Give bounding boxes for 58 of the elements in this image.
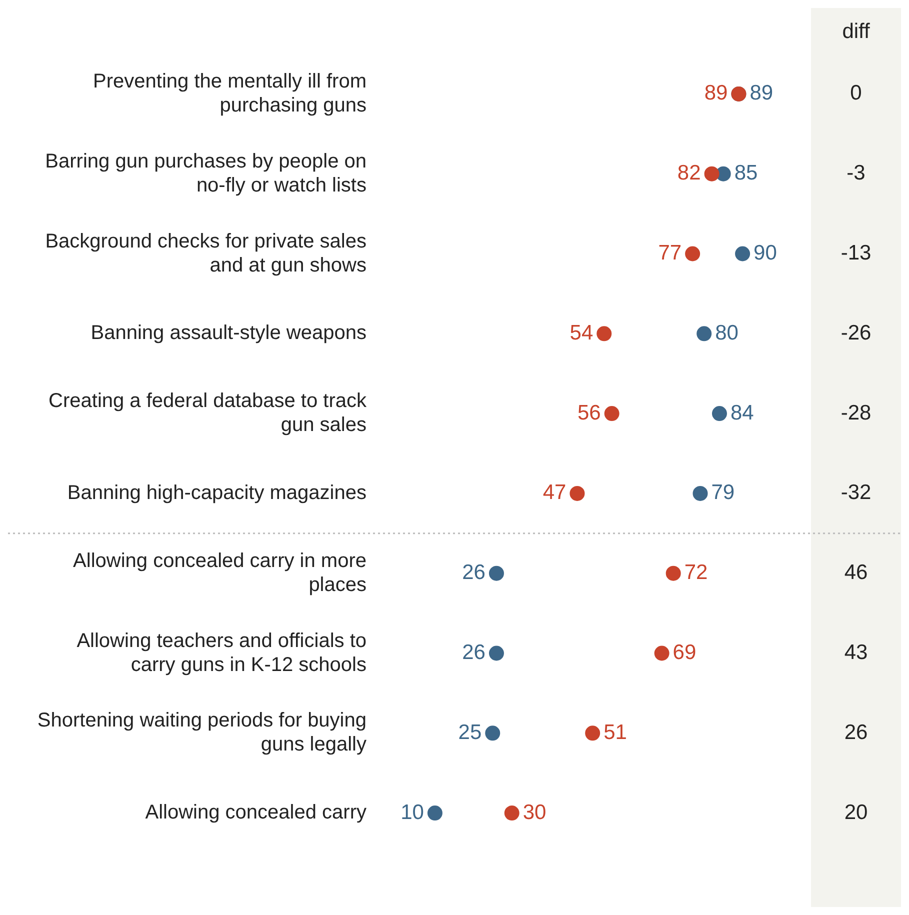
data-label: 25 [458, 720, 482, 744]
point [504, 806, 520, 821]
point [654, 646, 670, 661]
text: 26 [844, 720, 868, 744]
text: 46 [844, 561, 868, 584]
point [712, 406, 727, 422]
data-label: 30 [522, 800, 546, 824]
data-label: 80 [715, 321, 738, 344]
point [485, 726, 500, 741]
y-tick-label: Barring gun purchases by people on no-fly or watch lists [45, 150, 366, 196]
point [427, 806, 442, 821]
point [570, 486, 585, 501]
y-tick-label: Banning high-capacity magazines [67, 482, 366, 504]
data-label: 26 [462, 641, 486, 664]
data-label: 85 [734, 162, 758, 185]
point [696, 326, 712, 342]
point [604, 406, 620, 422]
y-tick-label: Shortening waiting periods for buying guns legally [37, 710, 366, 756]
text: 20 [844, 800, 868, 824]
y-tick-label: Allowing concealed carry in more places [73, 550, 366, 596]
data-label: 79 [711, 481, 735, 504]
data-label: 82 [677, 162, 701, 185]
text: -26 [840, 321, 872, 344]
data-label: 84 [730, 401, 754, 424]
data-label: 56 [577, 401, 601, 424]
text: -32 [840, 481, 872, 504]
point [666, 566, 681, 581]
data-label: 26 [462, 561, 486, 584]
y-tick-label: Background checks for private sales and at gun shows [45, 230, 366, 276]
data-label: 51 [604, 720, 627, 744]
point [596, 326, 612, 342]
data-label: 90 [754, 242, 777, 265]
data-label: 10 [400, 800, 424, 824]
text: -3 [846, 162, 866, 185]
data-label: 54 [570, 321, 594, 344]
text: -13 [840, 242, 872, 265]
y-tick-label: Creating a federal database to track gun sales [48, 390, 368, 436]
y-tick-label: Banning assault-style weapons [90, 322, 366, 344]
point [488, 646, 504, 661]
text: diff [842, 20, 870, 43]
point [692, 486, 708, 501]
text: 0 [850, 82, 862, 105]
point [585, 726, 600, 741]
point [704, 166, 720, 182]
y-tick-label: Allowing concealed carry [145, 802, 366, 824]
data-label: 89 [704, 82, 728, 105]
data-label: 77 [658, 242, 682, 265]
y-tick-label: Preventing the mentally ill from purchasing guns [93, 70, 366, 116]
data-label: 47 [542, 481, 566, 504]
data-label: 69 [672, 641, 696, 664]
text: 43 [844, 641, 868, 664]
point [685, 246, 700, 262]
y-tick-label: Allowing teachers and officials to carry guns in K-12 schools [76, 630, 366, 676]
point [735, 246, 750, 262]
data-label: 72 [684, 561, 708, 584]
text: -28 [840, 401, 872, 424]
point [488, 566, 504, 581]
data-label: 89 [750, 82, 774, 105]
